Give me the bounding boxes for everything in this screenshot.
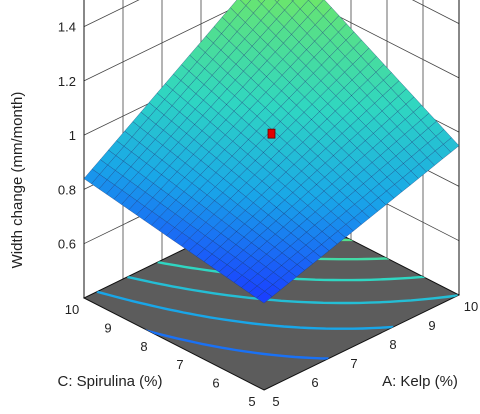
- z-tick-label: 1: [69, 128, 76, 143]
- x-tick-label: 5: [272, 394, 279, 409]
- y-tick-label: 10: [65, 302, 79, 317]
- z-axis-title: Width change (mm/month): [9, 92, 26, 269]
- x-tick-label: 8: [389, 337, 396, 352]
- z-tick-label: 0.6: [58, 237, 76, 252]
- floor-contour-line: [96, 290, 394, 330]
- z-tick-label: 1.2: [58, 74, 76, 89]
- y-tick-label: 8: [140, 339, 147, 354]
- y-tick-label: 5: [248, 394, 255, 409]
- design-point-marker: [267, 128, 276, 139]
- y-axis-title: C: Spirulina (%): [57, 373, 162, 390]
- design-point-group: [267, 128, 276, 139]
- x-tick-label: 10: [464, 299, 478, 314]
- z-tick-label: 1.4: [58, 20, 76, 35]
- y-tick-label: 6: [212, 376, 219, 391]
- x-tick-label: 6: [311, 375, 318, 390]
- tick-labels: 0.60.811.21.41.61.856789105678910: [58, 20, 478, 409]
- surface-facet: [257, 0, 266, 5]
- x-tick-label: 9: [428, 318, 435, 333]
- x-axis-title: A: Kelp (%): [382, 373, 458, 390]
- response-surface: [83, 0, 460, 304]
- y-tick-label: 7: [176, 357, 183, 372]
- y-tick-label: 9: [104, 320, 111, 335]
- surface-facet: [274, 0, 280, 3]
- surface-facet: [256, 291, 273, 304]
- x-tick-label: 7: [350, 356, 357, 371]
- z-tick-label: 0.8: [58, 182, 76, 197]
- wall-gridline: [83, 0, 460, 82]
